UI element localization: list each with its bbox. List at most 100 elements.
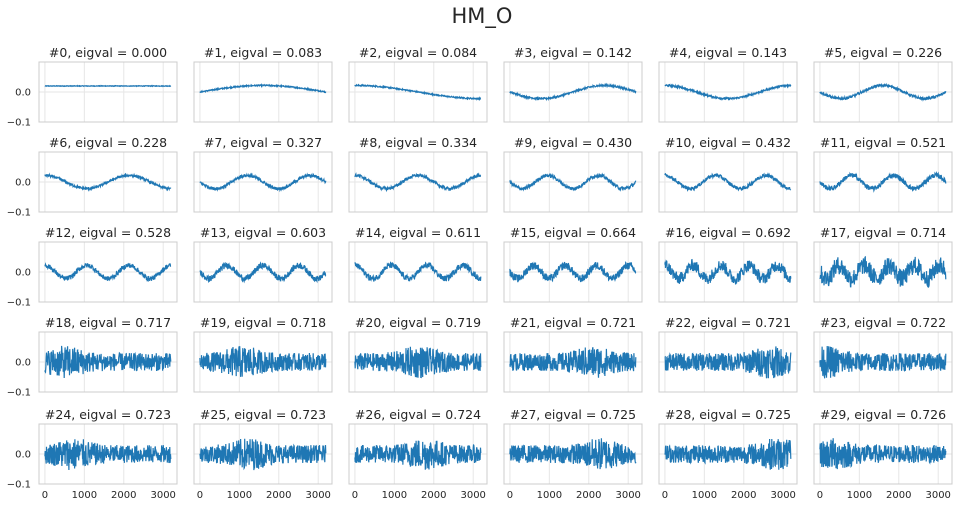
x-tick-label-29-0: 0 <box>817 490 823 501</box>
subplot-title-3: #3, eigval = 0.142 <box>514 45 632 60</box>
plot-frame-2 <box>348 61 488 123</box>
figure-title: HM_O <box>451 4 513 28</box>
subplot-title-4: #4, eigval = 0.143 <box>669 45 787 60</box>
subplot-6: #6, eigval = 0.228 0.0 −0.1 <box>7 135 178 219</box>
subplot-0: #0, eigval = 0.000 0.0 −0.1 <box>7 45 178 129</box>
subplot-title-9: #9, eigval = 0.430 <box>514 135 632 150</box>
series-line-14 <box>354 261 482 282</box>
series-line-19 <box>199 346 327 377</box>
x-tick-label-29-1: 1000 <box>847 490 872 501</box>
series-line-11 <box>819 171 947 193</box>
series-line-0 <box>44 84 172 88</box>
subplot-5: #5, eigval = 0.226 <box>813 45 953 123</box>
series-line-9 <box>509 172 637 192</box>
plot-frame-6 <box>38 151 178 213</box>
subplot-21: #21, eigval = 0.721 <box>503 315 643 393</box>
x-tick-label-28-3: 3000 <box>770 490 795 501</box>
subplot-13: #13, eigval = 0.603 <box>193 225 333 303</box>
x-tick-label-25-3: 3000 <box>305 490 330 501</box>
y-tick-label-24-1: −0.1 <box>7 480 31 491</box>
subplot-19: #19, eigval = 0.718 <box>193 315 333 393</box>
subplot-title-17: #17, eigval = 0.714 <box>820 225 946 240</box>
subplot-8: #8, eigval = 0.334 <box>348 135 488 213</box>
x-tick-label-29-3: 3000 <box>925 490 950 501</box>
plot-frame-11 <box>813 151 953 213</box>
subplot-title-7: #7, eigval = 0.327 <box>204 135 322 150</box>
x-tick-label-24-2: 2000 <box>111 490 136 501</box>
x-tick-label-25-0: 0 <box>197 490 203 501</box>
series-line-3 <box>509 82 637 102</box>
series-line-8 <box>354 172 482 193</box>
plot-frame-17 <box>813 241 953 303</box>
subplot-9: #9, eigval = 0.430 <box>503 135 643 213</box>
subplot-27: #27, eigval = 0.725 0 1000 2000 3000 <box>503 407 643 501</box>
series-line-13 <box>199 261 327 284</box>
subplot-title-14: #14, eigval = 0.611 <box>355 225 481 240</box>
plot-frame-23 <box>813 331 953 393</box>
series-line-28 <box>664 438 792 470</box>
series-line-7 <box>199 172 327 193</box>
plot-frame-13 <box>193 241 333 303</box>
subplot-1: #1, eigval = 0.083 <box>193 45 333 123</box>
y-tick-label-18-0: 0.0 <box>15 358 31 369</box>
subplot-title-13: #13, eigval = 0.603 <box>200 225 326 240</box>
subplot-15: #15, eigval = 0.664 <box>503 225 643 303</box>
plot-frame-9 <box>503 151 643 213</box>
plot-frame-14 <box>348 241 488 303</box>
subplot-20: #20, eigval = 0.719 <box>348 315 488 393</box>
series-line-2 <box>354 83 482 102</box>
subplot-11: #11, eigval = 0.521 <box>813 135 953 213</box>
y-tick-label-24-0: 0.0 <box>15 450 31 461</box>
plot-frame-10 <box>658 151 798 213</box>
subplot-title-29: #29, eigval = 0.726 <box>820 407 946 422</box>
subplot-24: #24, eigval = 0.723 0.0 −0.1 0 1000 2000 3000 <box>7 407 178 501</box>
y-tick-label-0-0: 0.0 <box>15 88 31 99</box>
x-tick-label-26-1: 1000 <box>382 490 407 501</box>
plot-frame-22 <box>658 331 798 393</box>
x-tick-label-27-1: 1000 <box>537 490 562 501</box>
subplot-title-18: #18, eigval = 0.717 <box>45 315 171 330</box>
subplot-title-10: #10, eigval = 0.432 <box>665 135 791 150</box>
plot-frame-15 <box>503 241 643 303</box>
x-tick-label-24-0: 0 <box>42 490 48 501</box>
subplot-4: #4, eigval = 0.143 <box>658 45 798 123</box>
series-line-25 <box>199 438 327 471</box>
series-line-12 <box>44 262 172 283</box>
y-tick-label-12-1: −0.1 <box>7 298 31 309</box>
subplot-26: #26, eigval = 0.724 0 1000 2000 3000 <box>348 407 488 501</box>
series-line-5 <box>819 82 947 102</box>
plot-frame-20 <box>348 331 488 393</box>
series-line-18 <box>44 345 172 379</box>
series-line-16 <box>664 258 792 285</box>
series-line-20 <box>354 346 482 379</box>
series-line-26 <box>354 440 482 470</box>
x-tick-label-26-2: 2000 <box>421 490 446 501</box>
x-tick-label-28-1: 1000 <box>692 490 717 501</box>
subplot-title-28: #28, eigval = 0.725 <box>665 407 791 422</box>
plot-frame-8 <box>348 151 488 213</box>
y-tick-label-18-1: −0.1 <box>7 388 31 399</box>
subplot-18: #18, eigval = 0.717 0.0 −0.1 <box>7 315 178 399</box>
x-tick-label-29-2: 2000 <box>886 490 911 501</box>
subplot-title-24: #24, eigval = 0.723 <box>45 407 171 422</box>
subplot-title-20: #20, eigval = 0.719 <box>355 315 481 330</box>
subplot-25: #25, eigval = 0.723 0 1000 2000 3000 <box>193 407 333 501</box>
subplot-2: #2, eigval = 0.084 <box>348 45 488 123</box>
subplot-28: #28, eigval = 0.725 0 1000 2000 3000 <box>658 407 798 501</box>
series-line-4 <box>664 83 792 101</box>
x-tick-label-25-2: 2000 <box>266 490 291 501</box>
subplot-title-16: #16, eigval = 0.692 <box>665 225 791 240</box>
plot-frame-4 <box>658 61 798 123</box>
y-tick-label-6-0: 0.0 <box>15 178 31 189</box>
series-line-24 <box>44 439 172 471</box>
subplot-title-19: #19, eigval = 0.718 <box>200 315 326 330</box>
plot-frame-12 <box>38 241 178 303</box>
plot-frame-18 <box>38 331 178 393</box>
plot-frame-7 <box>193 151 333 213</box>
plot-frame-27 <box>503 423 643 485</box>
subplot-title-0: #0, eigval = 0.000 <box>49 45 167 60</box>
subplot-title-5: #5, eigval = 0.226 <box>824 45 942 60</box>
subplot-title-26: #26, eigval = 0.724 <box>355 407 481 422</box>
y-tick-label-6-1: −0.1 <box>7 208 31 219</box>
plot-frame-16 <box>658 241 798 303</box>
